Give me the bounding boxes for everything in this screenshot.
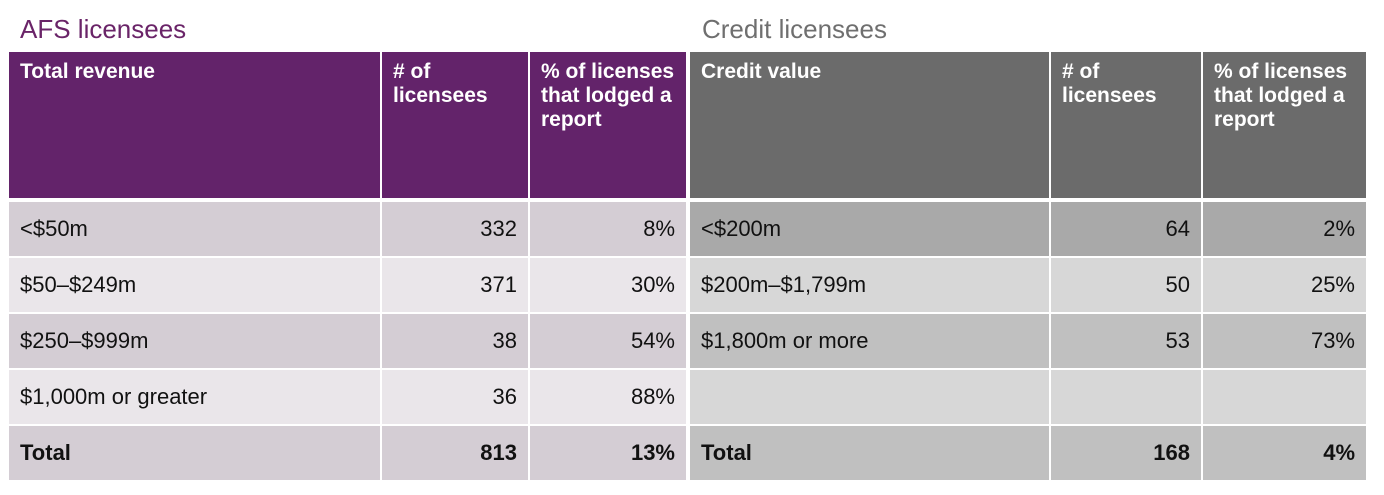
credit-header-licensees: # of licensees bbox=[1051, 52, 1203, 202]
afs-row-licensees: 332 bbox=[382, 202, 530, 258]
afs-licensees-table: Total revenue # of licensees % of licens… bbox=[9, 52, 688, 482]
credit-header-credit-value: Credit value bbox=[690, 52, 1051, 202]
credit-row-empty bbox=[690, 370, 1051, 426]
afs-total-percent: 13% bbox=[530, 426, 688, 482]
credit-row-percent: 2% bbox=[1203, 202, 1368, 258]
afs-header-licensees: # of licensees bbox=[382, 52, 530, 202]
afs-row-percent: 8% bbox=[530, 202, 688, 258]
afs-row-category: $50–$249m bbox=[9, 258, 382, 314]
credit-row-licensees: 53 bbox=[1051, 314, 1203, 370]
credit-row-empty bbox=[1203, 370, 1368, 426]
credit-row-category: $1,800m or more bbox=[690, 314, 1051, 370]
afs-row-licensees: 371 bbox=[382, 258, 530, 314]
credit-row-category: $200m–$1,799m bbox=[690, 258, 1051, 314]
credit-row-category: <$200m bbox=[690, 202, 1051, 258]
credit-section-title: Credit licensees bbox=[702, 14, 887, 44]
credit-total-label: Total bbox=[690, 426, 1051, 482]
afs-row-percent: 54% bbox=[530, 314, 688, 370]
afs-total-label: Total bbox=[9, 426, 382, 482]
credit-licensees-table: Credit value # of licensees % of license… bbox=[690, 52, 1368, 482]
afs-header-total-revenue: Total revenue bbox=[9, 52, 382, 202]
afs-total-licensees: 813 bbox=[382, 426, 530, 482]
credit-total-percent: 4% bbox=[1203, 426, 1368, 482]
credit-row-licensees: 64 bbox=[1051, 202, 1203, 258]
afs-row-licensees: 36 bbox=[382, 370, 530, 426]
credit-row-licensees: 50 bbox=[1051, 258, 1203, 314]
afs-row-category: $250–$999m bbox=[9, 314, 382, 370]
afs-row-percent: 88% bbox=[530, 370, 688, 426]
credit-header-percent-lodged: % of licenses that lodged a report bbox=[1203, 52, 1368, 202]
credit-total-licensees: 168 bbox=[1051, 426, 1203, 482]
credit-row-percent: 73% bbox=[1203, 314, 1368, 370]
credit-row-percent: 25% bbox=[1203, 258, 1368, 314]
afs-header-percent-lodged: % of licenses that lodged a report bbox=[530, 52, 688, 202]
afs-row-category: <$50m bbox=[9, 202, 382, 258]
afs-row-licensees: 38 bbox=[382, 314, 530, 370]
afs-row-category: $1,000m or greater bbox=[9, 370, 382, 426]
credit-row-empty bbox=[1051, 370, 1203, 426]
afs-section-title: AFS licensees bbox=[20, 14, 187, 44]
afs-row-percent: 30% bbox=[530, 258, 688, 314]
